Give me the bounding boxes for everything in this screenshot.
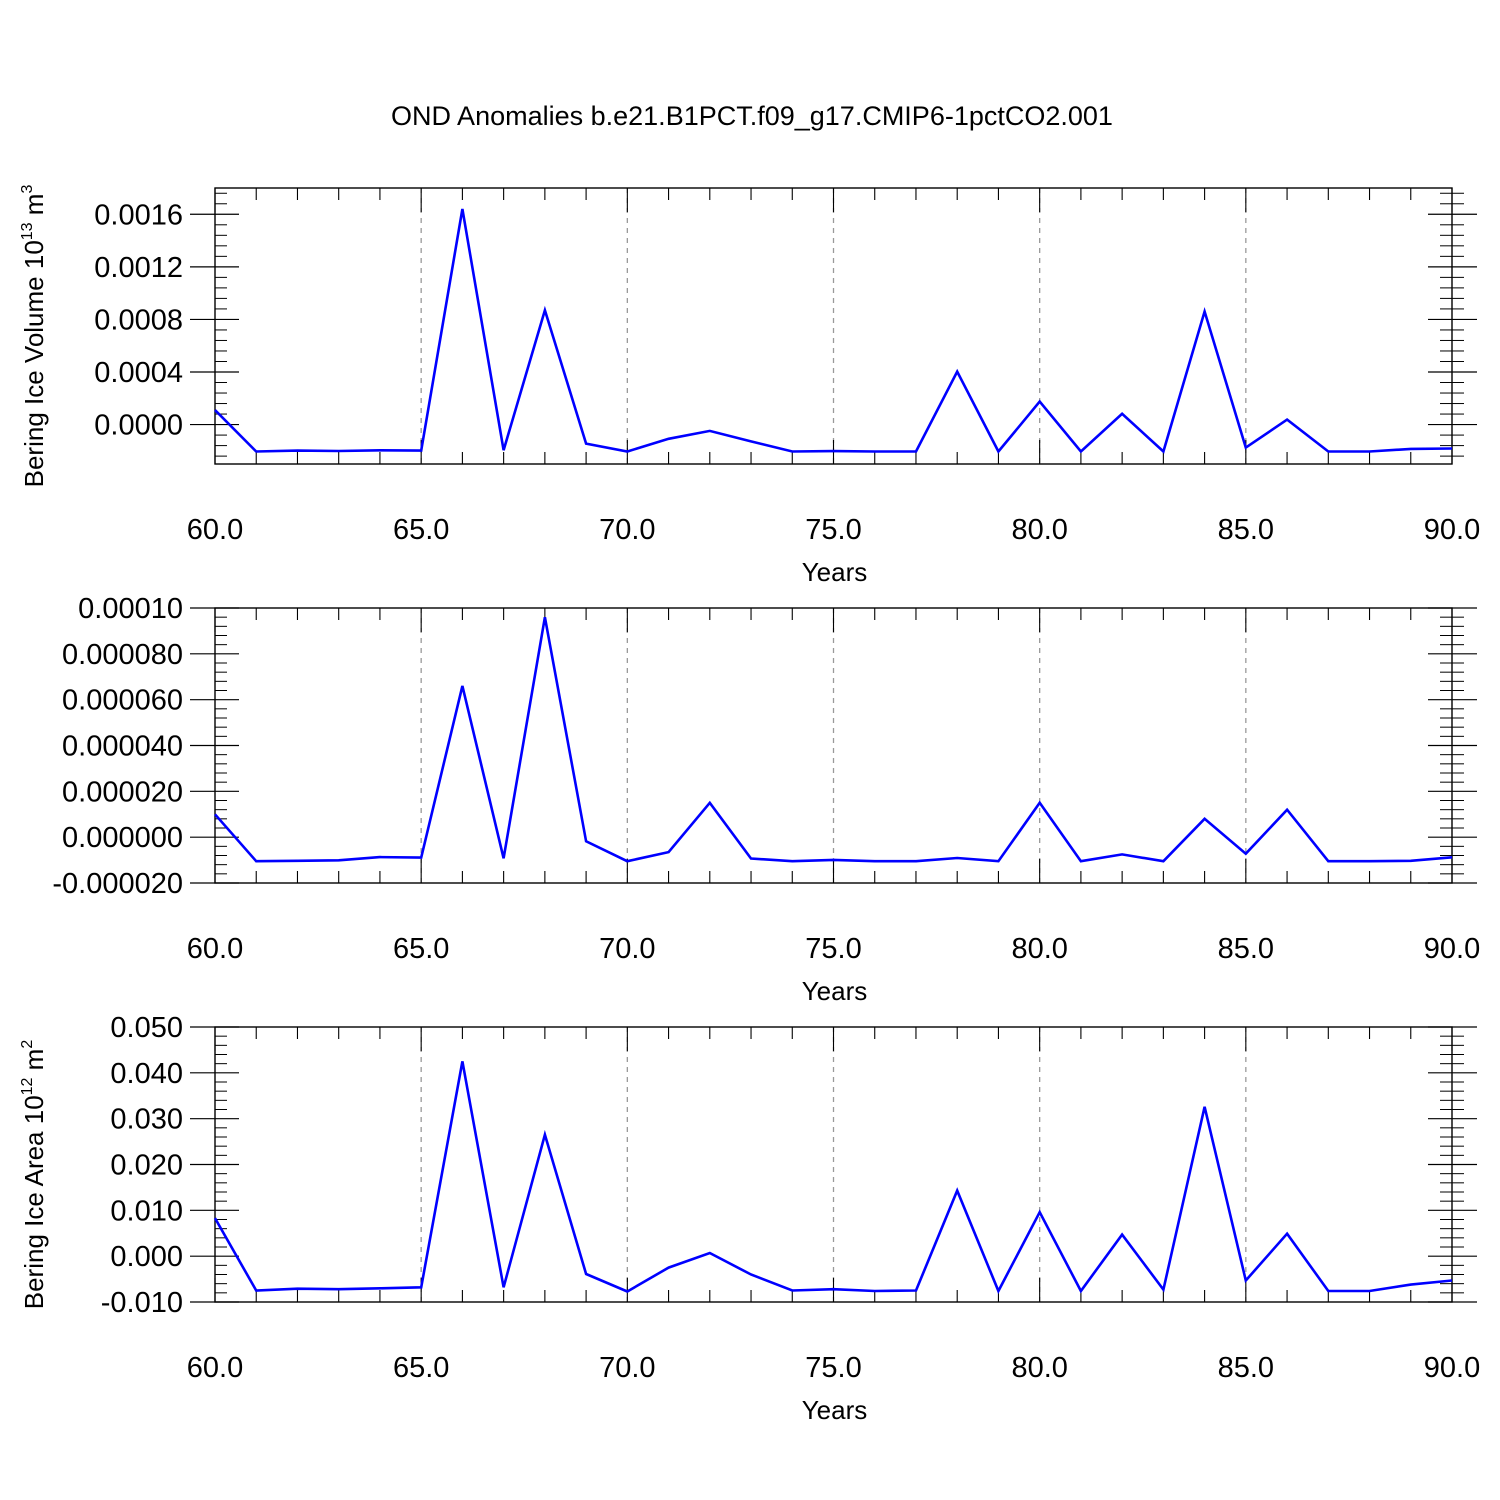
series-line <box>214 208 1453 454</box>
y-tick-label: -0.010 <box>101 1287 183 1319</box>
y-axis-label: Bering Ice Area 1012 m2 <box>19 1040 49 1310</box>
x-axis-label: Years <box>802 557 868 587</box>
x-tick-label: 90.0 <box>1424 933 1480 965</box>
x-tick-label: 70.0 <box>599 933 655 965</box>
y-axis-label: Bering Ice Volume 1013 m3 <box>19 185 49 488</box>
x-tick-label: 60.0 <box>187 514 243 546</box>
x-tick-label: 85.0 <box>1218 1352 1274 1384</box>
x-axis-label: Years <box>802 976 868 1006</box>
x-axis-label: Years <box>802 1395 868 1425</box>
x-tick-label: 90.0 <box>1424 514 1480 546</box>
x-tick-label: 80.0 <box>1011 1352 1067 1384</box>
x-tick-label: 90.0 <box>1424 1352 1480 1384</box>
y-tick-label: 0.040 <box>110 1058 183 1090</box>
y-tick-label: 0.000020 <box>62 776 183 808</box>
y-tick-label: 0.00010 <box>78 593 183 625</box>
y-tick-label: -0.000020 <box>52 868 183 900</box>
y-tick-label: 0.000040 <box>62 731 183 763</box>
x-tick-label: 75.0 <box>805 514 861 546</box>
x-tick-label: 65.0 <box>393 933 449 965</box>
y-tick-label: 0.0004 <box>94 357 183 389</box>
y-tick-label: 0.050 <box>110 1012 183 1044</box>
chart-title: OND Anomalies b.e21.B1PCT.f09_g17.CMIP6-… <box>391 101 1113 131</box>
y-tick-label: 0.010 <box>110 1195 183 1227</box>
x-tick-label: 65.0 <box>393 514 449 546</box>
y-tick-label: 0.0000 <box>94 410 183 442</box>
panel-2: 0.00010 0.000080 0.000060 0.000040 0.000020 0… <box>52 593 1480 1006</box>
x-tick-label: 75.0 <box>805 1352 861 1384</box>
y-tick-label: 0.000060 <box>62 685 183 717</box>
x-tick-label: 80.0 <box>1011 514 1067 546</box>
x-tick-label: 60.0 <box>187 933 243 965</box>
y-tick-label: 0.000000 <box>62 822 183 854</box>
y-tick-label: 0.030 <box>110 1104 183 1136</box>
panels: 0.0016 0.0012 0.0008 0.0004 0.0000 60.0 65.0 70… <box>19 185 1480 1425</box>
y-tick-label: 0.000 <box>110 1241 183 1273</box>
x-tick-label: 70.0 <box>599 1352 655 1384</box>
series-line <box>214 616 1453 863</box>
x-tick-label: 60.0 <box>187 1352 243 1384</box>
x-tick-label: 85.0 <box>1218 514 1274 546</box>
series-line <box>213 1061 1453 1295</box>
panel-3: 0.050 0.040 0.030 0.020 0.010 0.000 -0.010 60.0… <box>19 1012 1480 1425</box>
panel-1: 0.0016 0.0012 0.0008 0.0004 0.0000 60.0 65.0 70… <box>19 185 1480 587</box>
y-tick-label: 0.0016 <box>94 199 183 231</box>
x-tick-label: 70.0 <box>599 514 655 546</box>
x-tick-label: 75.0 <box>805 933 861 965</box>
x-tick-label: 65.0 <box>393 1352 449 1384</box>
x-tick-label: 85.0 <box>1218 933 1274 965</box>
y-tick-label: 0.000080 <box>62 639 183 671</box>
y-tick-label: 0.020 <box>110 1150 183 1182</box>
y-tick-label: 0.0012 <box>94 252 183 284</box>
x-tick-label: 80.0 <box>1011 933 1067 965</box>
y-tick-label: 0.0008 <box>94 304 183 336</box>
